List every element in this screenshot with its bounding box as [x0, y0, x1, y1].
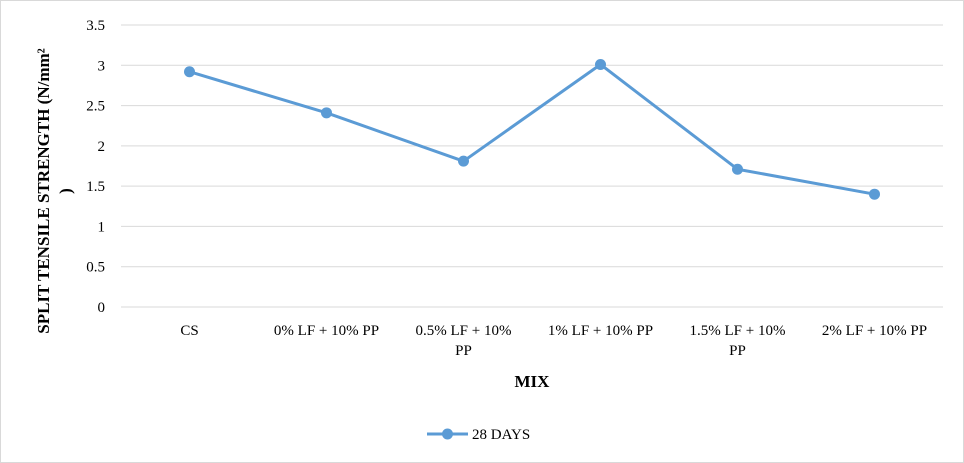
y-axis-title-continuation: ) — [56, 188, 75, 194]
y-tick-label: 0 — [98, 300, 106, 316]
series-line — [189, 62, 875, 196]
data-point — [321, 107, 332, 119]
x-tick-label: 1% LF + 10% PP — [548, 323, 653, 339]
data-point — [869, 188, 880, 200]
legend-point-marker — [442, 428, 453, 440]
legend: 28 DAYS — [427, 427, 530, 443]
legend-label: 28 DAYS — [472, 427, 530, 443]
x-tick-label: 0.5% LF + 10% PP — [416, 323, 512, 359]
data-point — [595, 58, 606, 70]
x-tick-label: CS — [180, 323, 198, 339]
y-tick-label: 3.5 — [86, 18, 105, 34]
data-point — [732, 163, 743, 175]
y-tick-label: 2.5 — [86, 99, 105, 115]
y-tick-label: 2 — [98, 139, 106, 155]
y-axis-title: SPLIT TENSILE STRENGTH (N/mm² — [34, 48, 53, 334]
y-tick-labels: 0 0.5 1 1.5 2 2.5 3 3.5 — [86, 18, 105, 316]
x-tick-label: 2% LF + 10% PP — [822, 323, 927, 339]
gridlines — [121, 24, 943, 308]
series-28-days — [184, 58, 880, 200]
y-tick-label: 0.5 — [86, 260, 105, 276]
y-tick-label: 3 — [98, 58, 106, 74]
x-axis-title: MIX — [515, 372, 551, 391]
x-tick-label: 0% LF + 10% PP — [274, 323, 379, 339]
x-tick-labels: CS 0% LF + 10% PP 0.5% LF + 10% PP 1% LF + 1… — [180, 323, 927, 359]
y-tick-label: 1 — [98, 219, 106, 235]
y-tick-label: 1.5 — [86, 179, 105, 195]
y-axis-title-group: SPLIT TENSILE STRENGTH (N/mm² ) — [34, 48, 75, 334]
data-point — [184, 66, 195, 78]
data-point — [458, 155, 469, 167]
x-tick-label: 1.5% LF + 10% PP — [690, 323, 786, 359]
